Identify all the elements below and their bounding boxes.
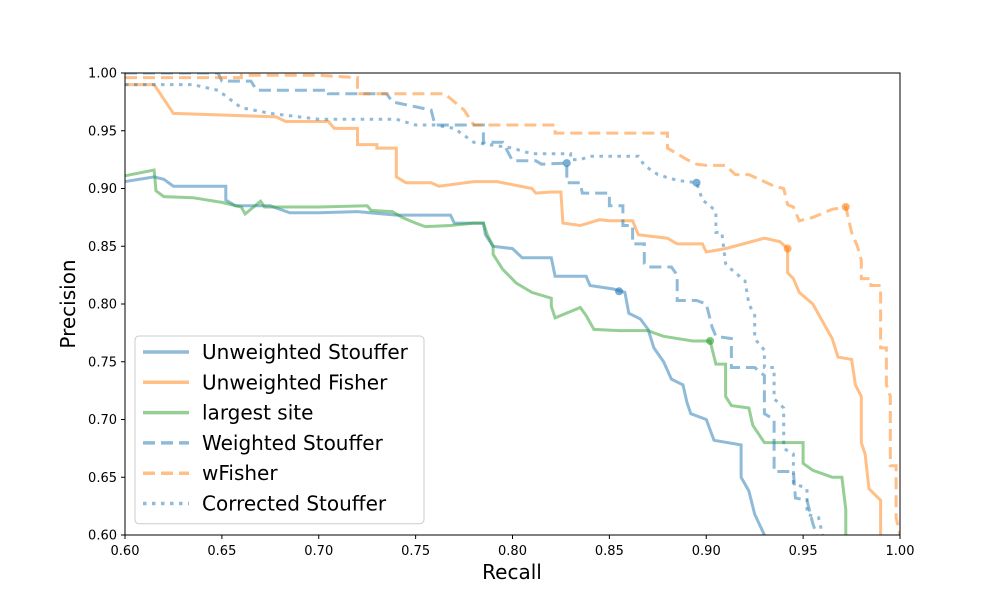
legend-label: Unweighted Stouffer bbox=[202, 340, 409, 364]
y-tick-label: 0.85 bbox=[88, 240, 117, 255]
x-tick-label: 0.95 bbox=[789, 544, 818, 559]
x-tick-label: 1.00 bbox=[886, 544, 915, 559]
series-line-unweighted-stouffer bbox=[125, 175, 766, 535]
x-tick-label: 0.85 bbox=[595, 544, 624, 559]
y-axis-label: Precision bbox=[56, 259, 80, 348]
ticks-layer: 0.60 0.65 0.70 0.75 0.80 0.85 0.90 0.95 1.00 0.60… bbox=[88, 67, 914, 560]
legend-label: Weighted Stouffer bbox=[202, 431, 384, 455]
legend-box bbox=[134, 335, 425, 525]
series-marker-weighted-stouffer bbox=[562, 159, 571, 168]
x-tick-label: 0.60 bbox=[111, 544, 140, 559]
series-line-unweighted-fisher bbox=[125, 83, 883, 535]
y-tick-label: 0.90 bbox=[88, 182, 117, 197]
series-marker-unweighted-stouffer bbox=[615, 287, 624, 296]
legend-label: largest site bbox=[202, 401, 313, 425]
series-line-largest-site bbox=[125, 168, 848, 535]
y-tick-label: 0.65 bbox=[88, 471, 117, 486]
y-tick-label: 1.00 bbox=[88, 67, 117, 82]
series-marker-unweighted-fisher bbox=[783, 244, 792, 253]
x-tick-label: 0.80 bbox=[498, 544, 527, 559]
series-line-corrected-stouffer bbox=[125, 83, 824, 535]
x-tick-label: 0.90 bbox=[692, 544, 721, 559]
legend: Unweighted Stouffer Unweighted Fisher larg… bbox=[134, 335, 425, 525]
series-layer bbox=[125, 73, 900, 535]
y-tick-label: 0.80 bbox=[88, 298, 117, 313]
x-tick-label: 0.70 bbox=[304, 544, 333, 559]
series-marker-corrected-stouffer bbox=[692, 178, 701, 187]
legend-label: wFisher bbox=[202, 461, 278, 485]
series-marker-wfisher bbox=[841, 202, 850, 211]
x-tick-label: 0.75 bbox=[401, 544, 430, 559]
series-line-wfisher bbox=[125, 73, 900, 535]
y-tick-label: 0.95 bbox=[88, 124, 117, 139]
y-tick-label: 0.60 bbox=[88, 529, 117, 544]
legend-label: Corrected Stouffer bbox=[202, 492, 387, 516]
series-line-weighted-stouffer bbox=[125, 73, 819, 535]
legend-label: Unweighted Fisher bbox=[202, 370, 388, 394]
x-tick-label: 0.65 bbox=[207, 544, 236, 559]
x-axis-label: Recall bbox=[482, 560, 542, 584]
series-marker-largest-site bbox=[706, 336, 715, 345]
y-tick-label: 0.70 bbox=[88, 413, 117, 428]
y-tick-label: 0.75 bbox=[88, 355, 117, 370]
